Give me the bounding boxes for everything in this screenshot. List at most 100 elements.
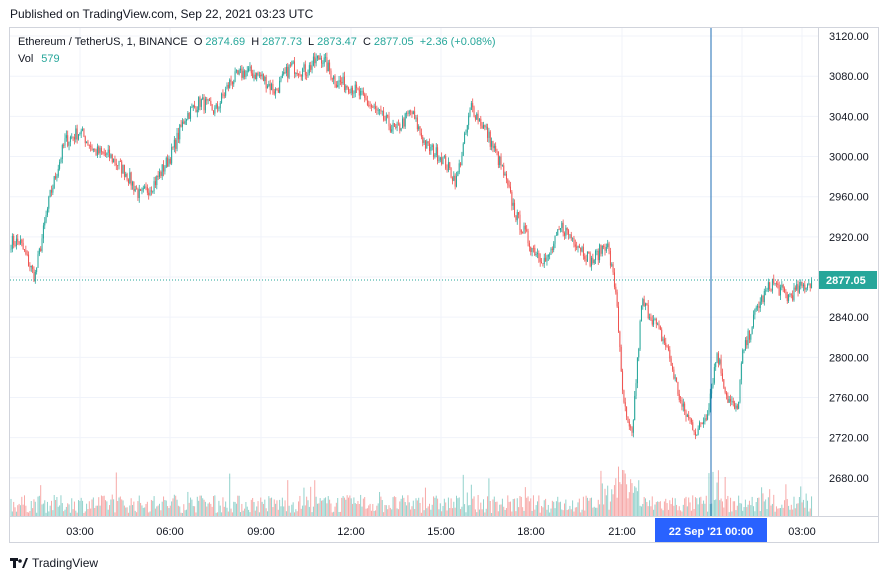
candle-body — [492, 141, 494, 149]
candle-body — [681, 400, 683, 407]
chart-pane[interactable] — [9, 27, 819, 517]
candle-body — [438, 160, 440, 162]
candle-body — [670, 358, 672, 366]
candle-body — [191, 106, 193, 108]
candle-body — [676, 377, 678, 382]
volume-bar — [723, 507, 725, 516]
candle-body — [362, 90, 364, 95]
candle-body — [589, 252, 591, 267]
candle-body — [272, 84, 274, 92]
candle-body — [319, 57, 321, 60]
volume-bar — [71, 498, 73, 516]
volume-bar — [446, 510, 448, 516]
tradingview-logo-icon — [10, 558, 28, 568]
volume-bar — [380, 496, 382, 516]
time-axis[interactable] — [9, 517, 879, 543]
candle-body — [94, 148, 96, 150]
candle-body — [267, 85, 268, 89]
candle-body — [619, 331, 621, 347]
volume-bar — [694, 497, 696, 516]
candle-body — [573, 237, 575, 245]
volume-bar — [699, 497, 700, 516]
candle-body — [591, 257, 592, 267]
candle-body — [335, 84, 337, 88]
candle-body — [690, 419, 692, 423]
candle-body — [487, 126, 489, 138]
volume-bar — [456, 495, 457, 516]
volume-bar — [496, 501, 498, 516]
candle-body — [543, 257, 545, 265]
volume-bar — [522, 507, 524, 516]
volume-bar — [474, 509, 476, 516]
volume-bar — [435, 495, 437, 516]
candle-body — [187, 112, 189, 120]
volume-bar — [466, 492, 468, 516]
volume-bar — [643, 496, 645, 516]
volume-bar — [782, 507, 784, 516]
candle-body — [36, 267, 38, 273]
volume-bar — [391, 509, 393, 516]
volume-bar — [642, 503, 644, 516]
candle-body — [746, 340, 748, 346]
candle-body — [117, 165, 119, 166]
candle-body — [798, 285, 800, 293]
candle-body — [699, 422, 700, 429]
candle-body — [292, 61, 294, 64]
volume-bar — [793, 496, 795, 516]
volume-bar — [630, 479, 632, 516]
volume-bar — [755, 501, 757, 516]
volume-bar — [34, 501, 36, 516]
volume-bar — [620, 484, 622, 516]
volume-bar — [83, 512, 85, 516]
volume-bar — [750, 505, 752, 516]
volume-bar — [746, 507, 748, 516]
volume-bar — [515, 511, 517, 516]
candle-body — [373, 106, 375, 108]
price-axis[interactable] — [819, 27, 879, 517]
candle-body — [497, 152, 499, 166]
volume-bar — [788, 505, 790, 516]
candle-body — [380, 109, 382, 112]
volume-bar — [381, 500, 383, 516]
candle-body — [149, 190, 151, 196]
volume-bar — [667, 509, 669, 516]
volume-bar — [731, 511, 733, 516]
candle-body — [123, 164, 125, 177]
volume-bar — [269, 498, 271, 516]
candle-body — [527, 230, 529, 244]
candle-body — [181, 121, 183, 127]
volume-bar — [99, 505, 101, 516]
volume-bar — [546, 509, 548, 516]
volume-bar — [608, 509, 610, 516]
volume-bar — [337, 497, 339, 516]
candle-body — [287, 66, 289, 78]
candle-body — [638, 348, 640, 358]
volume-bar — [60, 495, 62, 516]
volume-bar — [334, 506, 336, 516]
candle-body — [488, 131, 490, 138]
candle-body — [809, 283, 811, 288]
candle-body — [538, 253, 540, 259]
volume-bar — [362, 498, 364, 516]
candle-body — [352, 87, 354, 94]
volume-bar — [588, 500, 590, 516]
volume-bar — [717, 470, 719, 516]
candle-body — [194, 105, 196, 108]
candle-body — [130, 172, 132, 186]
volume-bar — [157, 505, 159, 516]
candle-body — [739, 379, 741, 402]
candle-body — [221, 93, 223, 104]
brand-name: TradingView — [32, 556, 99, 570]
candle-body — [208, 99, 210, 101]
volume-bar — [457, 498, 459, 516]
candle-body — [576, 246, 578, 248]
candle-body — [757, 305, 759, 308]
volume-bar — [252, 497, 254, 516]
volume-bar — [577, 502, 579, 516]
tradingview-brand[interactable]: TradingView — [10, 556, 98, 570]
candle-body — [330, 70, 332, 79]
candle-body — [57, 168, 59, 176]
volume-bar — [661, 508, 663, 516]
candle-body — [323, 57, 325, 64]
candle-body — [553, 243, 555, 250]
